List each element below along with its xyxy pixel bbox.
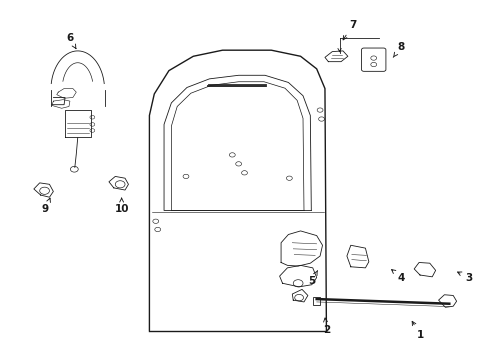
Text: 3: 3	[457, 272, 471, 283]
Text: 4: 4	[391, 270, 405, 283]
Text: 10: 10	[114, 198, 129, 215]
Polygon shape	[312, 297, 320, 305]
Text: 9: 9	[42, 198, 50, 215]
FancyBboxPatch shape	[361, 48, 385, 71]
Text: 2: 2	[322, 318, 329, 335]
Polygon shape	[438, 295, 456, 307]
Text: 7: 7	[343, 20, 356, 40]
Text: 5: 5	[307, 271, 317, 286]
Text: 1: 1	[411, 321, 423, 340]
Text: 8: 8	[392, 42, 404, 57]
Text: 6: 6	[66, 33, 76, 49]
